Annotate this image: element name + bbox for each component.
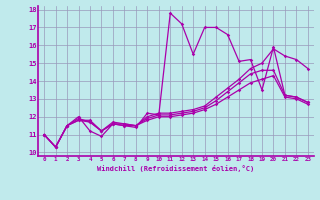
X-axis label: Windchill (Refroidissement éolien,°C): Windchill (Refroidissement éolien,°C) [97, 165, 255, 172]
